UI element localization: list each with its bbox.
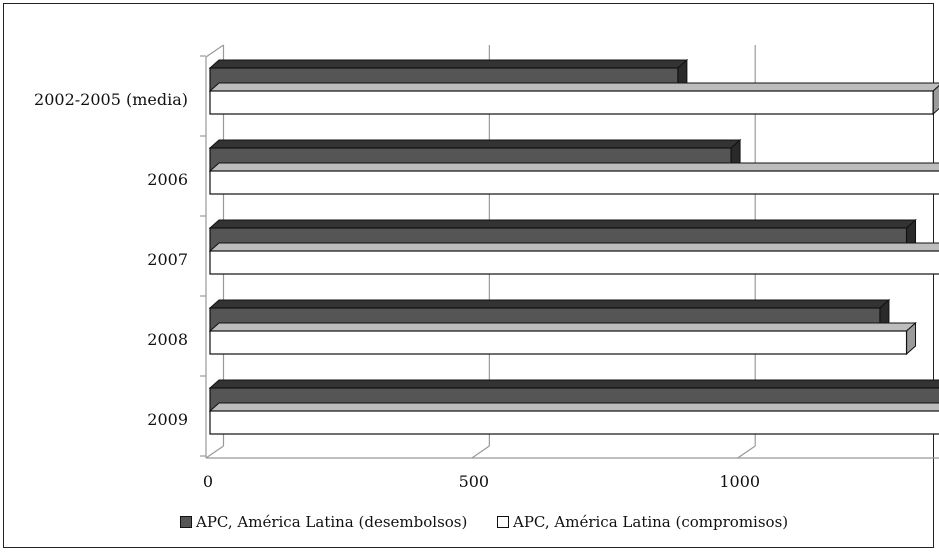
chart-frame <box>3 3 934 548</box>
bar <box>208 242 939 275</box>
legend-label: APC, América Latina (compromisos) <box>513 513 789 531</box>
bar-top-face <box>208 162 939 172</box>
bar <box>208 82 939 116</box>
y-category-label: 2002-2005 (media) <box>34 90 188 109</box>
bar-top-face <box>208 82 939 92</box>
x-axis-ticks: 0 500 1000 1500 2000 2500 <box>203 472 760 491</box>
bar <box>208 162 939 195</box>
y-category-label: 2007 <box>147 250 188 269</box>
bar-top-face <box>208 402 939 412</box>
floor-grid-line <box>471 445 490 459</box>
x-tick-label: 500 <box>459 472 490 491</box>
x-tick-label: 0 <box>203 472 213 491</box>
bar-top-face <box>208 59 689 69</box>
bar-top-face <box>208 322 917 332</box>
bar-front-face <box>209 170 939 195</box>
y-category-label: 2006 <box>147 170 188 189</box>
bar <box>208 402 939 435</box>
bar-top-face <box>208 242 939 252</box>
floor-grid-line <box>737 445 756 459</box>
chart-bars <box>208 58 939 435</box>
bar-top-face <box>208 219 917 229</box>
x-tick-label: 1000 <box>719 472 760 491</box>
bar-top-face <box>208 379 939 389</box>
legend-label: APC, América Latina (desembolsos) <box>196 513 468 531</box>
bar <box>208 321 917 356</box>
y-category-label: 2009 <box>147 410 188 429</box>
wall-top-edge <box>205 44 224 58</box>
floor-grid-line <box>205 445 224 459</box>
bar-front-face <box>209 330 908 355</box>
bar-top-face <box>208 139 742 149</box>
y-axis-categories: 2002-2005 (media) 2006 2007 2008 2009 <box>34 90 188 429</box>
bar-front-face <box>209 90 934 115</box>
legend-swatch-white <box>497 516 509 528</box>
bar-top-face <box>208 299 891 309</box>
y-category-label: 2008 <box>147 330 188 349</box>
bar-front-face <box>209 410 939 435</box>
bar-front-face <box>209 250 939 275</box>
legend-item-desembolsos: APC, América Latina (desembolsos) <box>180 513 467 531</box>
legend-swatch-dark <box>180 516 192 528</box>
legend-item-compromisos: APC, América Latina (compromisos) <box>497 513 788 531</box>
